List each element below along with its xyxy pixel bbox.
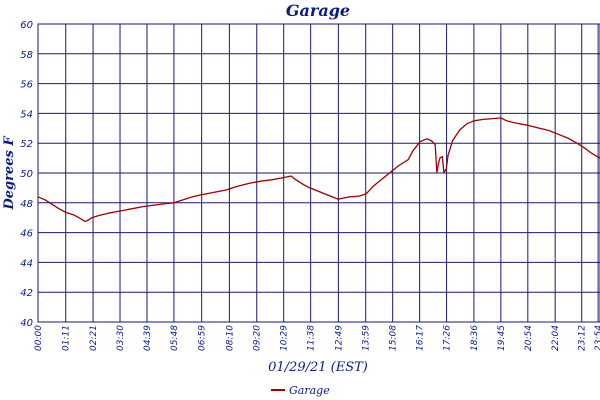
- x-tick-label: 04:39: [143, 325, 153, 351]
- series-line-garage: [37, 117, 600, 223]
- x-axis-ticks: 00:00 01:11 02:21 03:30 04:39 05:48 06:59 08:10…: [34, 325, 600, 351]
- y-tick-label: 58: [20, 50, 33, 61]
- x-tick-label: 19:45: [497, 325, 507, 351]
- x-tick-label: 01:11: [62, 325, 72, 351]
- x-tick-label: 05:48: [170, 325, 180, 351]
- x-tick-label: 17:26: [443, 325, 453, 351]
- x-tick-label: 22:04: [551, 325, 561, 351]
- x-tick-label: 03:30: [116, 325, 126, 351]
- y-tick-label: 50: [20, 169, 33, 180]
- x-tick-label: 00:00: [34, 325, 44, 351]
- x-tick-label: 15:08: [389, 325, 399, 351]
- x-tick-label: 09:20: [253, 325, 263, 351]
- gridlines: [37, 23, 600, 323]
- y-tick-label: 44: [20, 258, 33, 269]
- x-tick-label: 06:59: [198, 325, 208, 351]
- y-axis-ticks: 40 42 44 46 48 50 52 54 56 58 60: [20, 20, 33, 329]
- x-tick-label: 11:38: [307, 325, 317, 351]
- x-tick-label: 20:54: [524, 325, 534, 351]
- x-tick-label: 12:49: [334, 325, 344, 351]
- x-tick-label: 10:29: [280, 325, 290, 351]
- y-tick-label: 48: [20, 199, 33, 210]
- y-tick-label: 56: [20, 80, 33, 91]
- y-tick-label: 54: [20, 109, 33, 120]
- series-layer: [37, 117, 600, 223]
- y-tick-label: 46: [20, 229, 33, 240]
- x-tick-label: 16:17: [416, 325, 426, 351]
- y-tick-label: 40: [20, 318, 33, 329]
- legend-label-garage: Garage: [289, 384, 330, 397]
- legend: Garage: [271, 384, 330, 397]
- chart-title: Garage: [286, 1, 350, 20]
- y-tick-label: 60: [20, 20, 33, 31]
- x-tick-label: 18:36: [470, 325, 480, 351]
- x-tick-label: 02:21: [89, 325, 99, 351]
- y-tick-label: 42: [20, 288, 33, 299]
- x-tick-label: 13:59: [362, 325, 372, 351]
- y-axis-label: Degrees F: [2, 136, 17, 211]
- x-tick-label: 23:54: [594, 325, 600, 351]
- x-tick-label: 08:10: [225, 325, 235, 351]
- y-tick-label: 52: [20, 139, 33, 150]
- x-axis-label: 01/29/21 (EST): [268, 360, 368, 375]
- x-tick-label: 23:12: [578, 325, 588, 351]
